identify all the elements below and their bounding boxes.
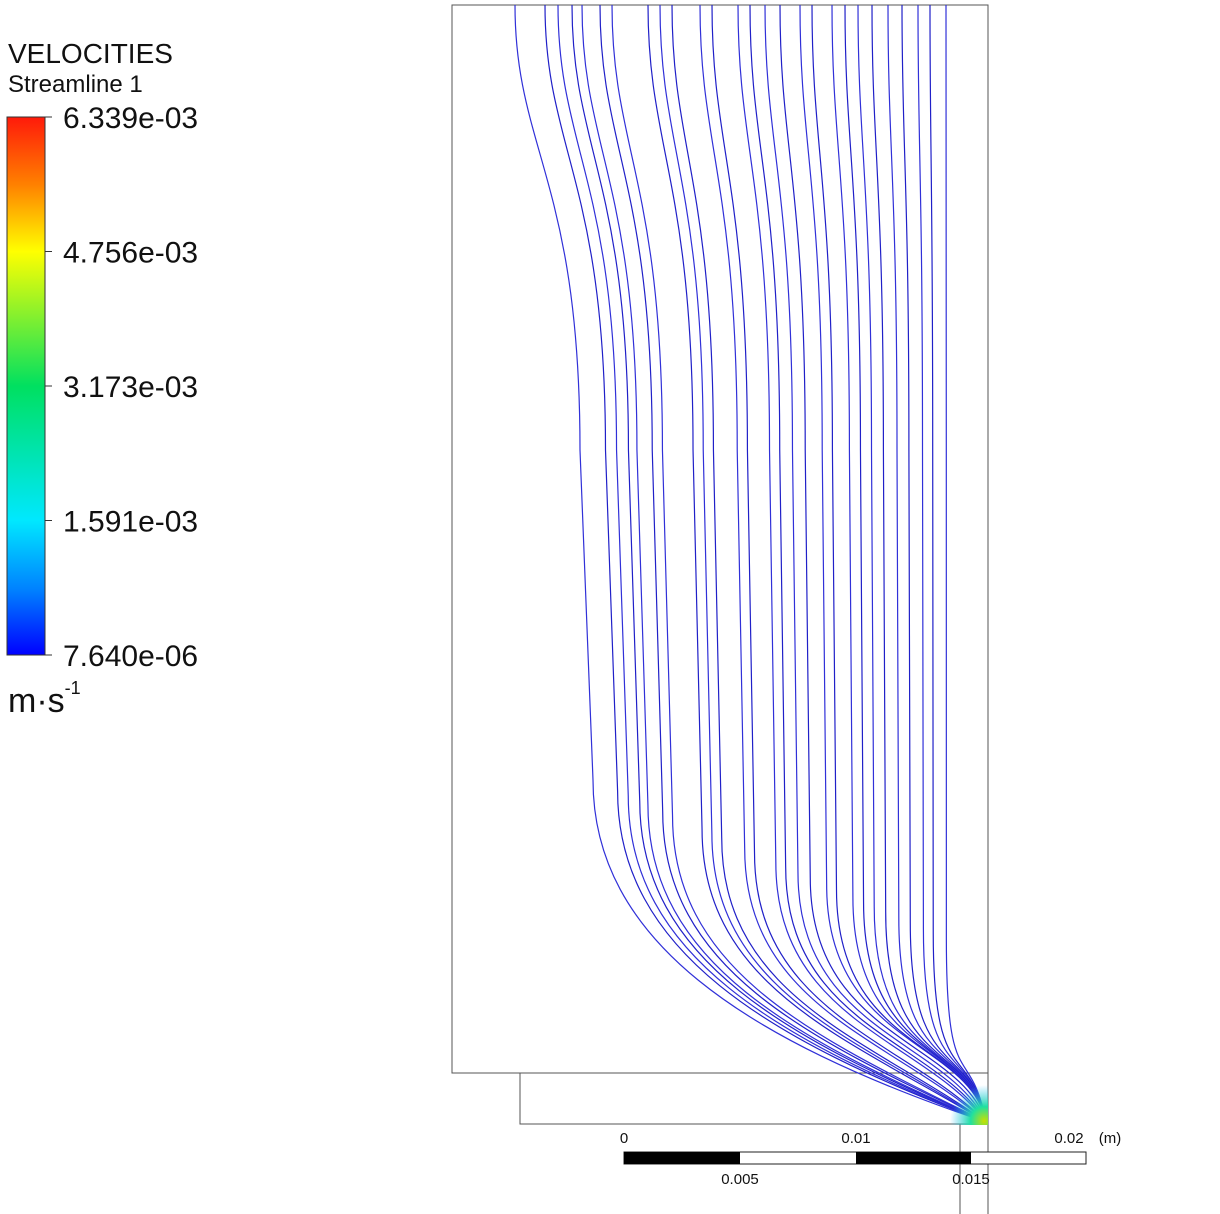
streamline: [711, 4, 987, 1123]
legend: VELOCITIES Streamline 1 6.339e-03 4.756e-…: [6, 38, 198, 720]
streamline: [749, 4, 987, 1123]
scale-label: 0.015: [952, 1171, 990, 1188]
streamline: [811, 4, 987, 1123]
streamline: [647, 4, 987, 1123]
streamline: [857, 4, 987, 1123]
streamline: [544, 4, 987, 1123]
streamline: [671, 4, 987, 1123]
domain-outline: [451, 4, 989, 1074]
scale-unit: (m): [1099, 1130, 1122, 1147]
legend-label: 4.756e-03: [63, 237, 198, 270]
streamline: [917, 4, 987, 1123]
streamlines: [514, 4, 987, 1123]
streamline: [599, 4, 987, 1123]
streamline: [571, 4, 987, 1123]
streamline: [945, 4, 987, 1123]
streamline: [779, 4, 987, 1123]
streamline: [799, 4, 987, 1123]
streamline: [901, 4, 987, 1123]
scale-label: 0.02: [1054, 1130, 1083, 1147]
legend-unit: m·s-1: [8, 678, 81, 720]
streamline: [737, 4, 987, 1123]
legend-labels: 6.339e-03 4.756e-03 3.173e-03 1.591e-03 7.64…: [45, 102, 198, 673]
unit-exponent: -1: [65, 678, 81, 698]
inlet-highlight: [950, 1085, 988, 1125]
legend-label: 7.640e-06: [63, 640, 198, 673]
streamline: [514, 4, 987, 1123]
streamline: [611, 4, 987, 1123]
scale-bar: 0 0.01 0.02 (m) 0.005 0.015: [620, 1130, 1121, 1188]
scale-bar-segment: [856, 1152, 971, 1164]
streamline: [871, 4, 987, 1123]
color-bar: [6, 116, 46, 656]
unit-base: m·s: [8, 682, 65, 720]
scale-label: 0.01: [841, 1130, 870, 1147]
streamline: [844, 4, 987, 1123]
streamline: [659, 4, 987, 1123]
streamline: [929, 4, 987, 1123]
legend-title: VELOCITIES: [8, 38, 173, 69]
legend-subtitle: Streamline 1: [8, 71, 143, 98]
streamline: [831, 4, 987, 1123]
streamline: [887, 4, 987, 1123]
legend-label: 3.173e-03: [63, 371, 198, 404]
streamline: [764, 4, 987, 1123]
streamline: [699, 4, 987, 1123]
streamline: [557, 4, 987, 1123]
scale-bar-segment: [624, 1152, 740, 1164]
legend-label: 1.591e-03: [63, 506, 198, 539]
streamline: [581, 4, 987, 1123]
scale-label: 0: [620, 1130, 628, 1147]
scale-label: 0.005: [721, 1171, 759, 1188]
legend-label: 6.339e-03: [63, 102, 198, 135]
